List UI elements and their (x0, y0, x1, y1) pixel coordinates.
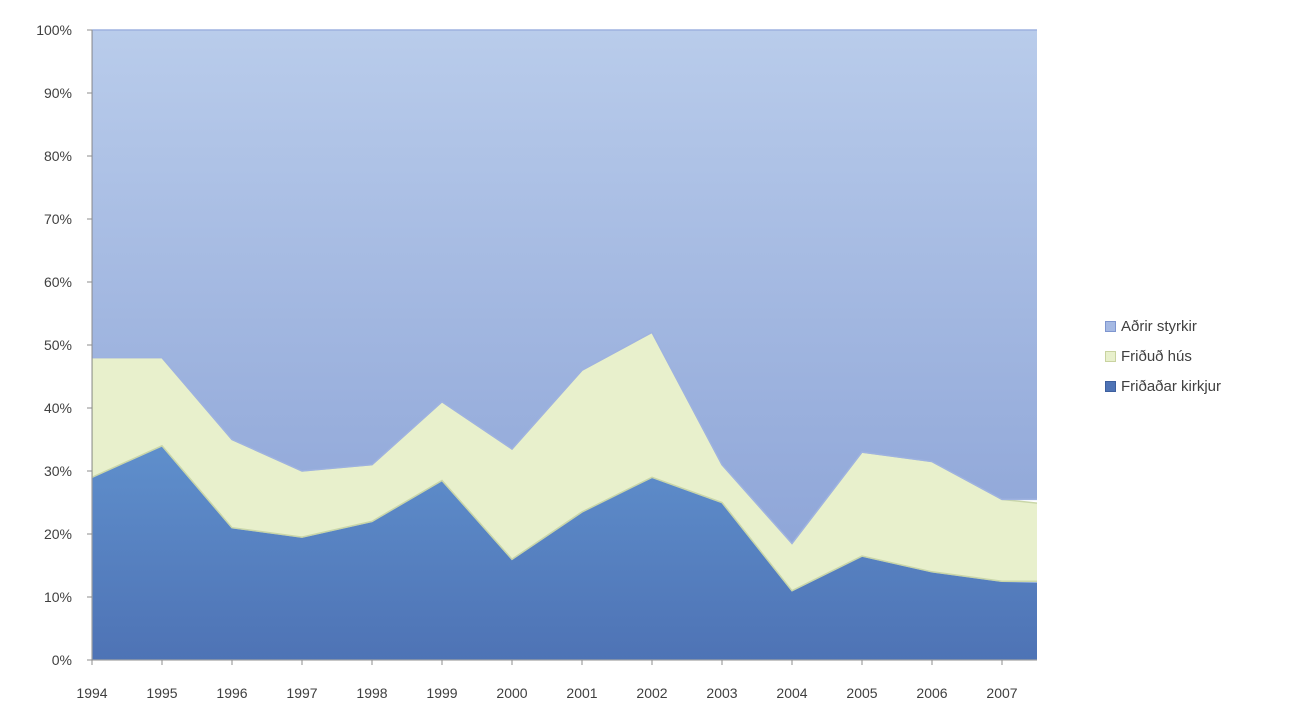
area-adrir-styrkir (92, 29, 1037, 545)
legend-label: Friðuð hús (1121, 347, 1192, 365)
legend-label: Aðrir styrkir (1121, 317, 1197, 335)
legend-swatch-fridud-hus (1105, 350, 1116, 362)
x-tick-label: 2006 (916, 685, 947, 701)
legend: Aðrir styrkir Friðuð hús Friðaðar kirkju… (1105, 315, 1221, 405)
legend-item-fridadar-kirkjur: Friðaðar kirkjur (1105, 375, 1221, 397)
y-tick-label: 20% (44, 526, 72, 542)
y-tick-label: 50% (44, 337, 72, 353)
y-tick-label: 40% (44, 400, 72, 416)
y-tick-label: 100% (36, 22, 72, 38)
y-tick-label: 10% (44, 589, 72, 605)
x-tick-label: 2007 (986, 685, 1017, 701)
x-tick-label: 1998 (356, 685, 387, 701)
legend-item-fridud-hus: Friðuð hús (1105, 345, 1221, 367)
y-tick-label: 70% (44, 211, 72, 227)
legend-swatch-adrir-styrkir (1105, 320, 1116, 332)
legend-label: Friðaðar kirkjur (1121, 377, 1222, 395)
x-tick-label: 2005 (846, 685, 877, 701)
x-tick-label: 1995 (146, 685, 177, 701)
x-tick-label: 2003 (706, 685, 737, 701)
x-tick-label: 1996 (216, 685, 247, 701)
legend-item-adrir-styrkir: Aðrir styrkir (1105, 315, 1221, 337)
plot-areas (92, 29, 1037, 660)
x-tick-label: 1997 (286, 685, 317, 701)
x-tick-label: 1999 (426, 685, 457, 701)
y-tick-label: 60% (44, 274, 72, 290)
y-axis-ticks: 0% 10% 20% 30% 40% 50% 60% 70% 80% 90% 100% (36, 22, 92, 668)
x-axis-ticks: 1994 1995 1996 1997 1998 1999 2000 2001 2002 2003… (76, 660, 1018, 701)
x-tick-label: 2004 (776, 685, 807, 701)
x-tick-label: 2000 (496, 685, 527, 701)
y-tick-label: 90% (44, 85, 72, 101)
y-tick-label: 0% (52, 652, 72, 668)
legend-swatch-fridadar-kirkjur (1105, 380, 1116, 392)
y-tick-label: 80% (44, 148, 72, 164)
x-tick-label: 1994 (76, 685, 107, 701)
x-tick-label: 2002 (636, 685, 667, 701)
x-tick-label: 2001 (566, 685, 597, 701)
y-tick-label: 30% (44, 463, 72, 479)
